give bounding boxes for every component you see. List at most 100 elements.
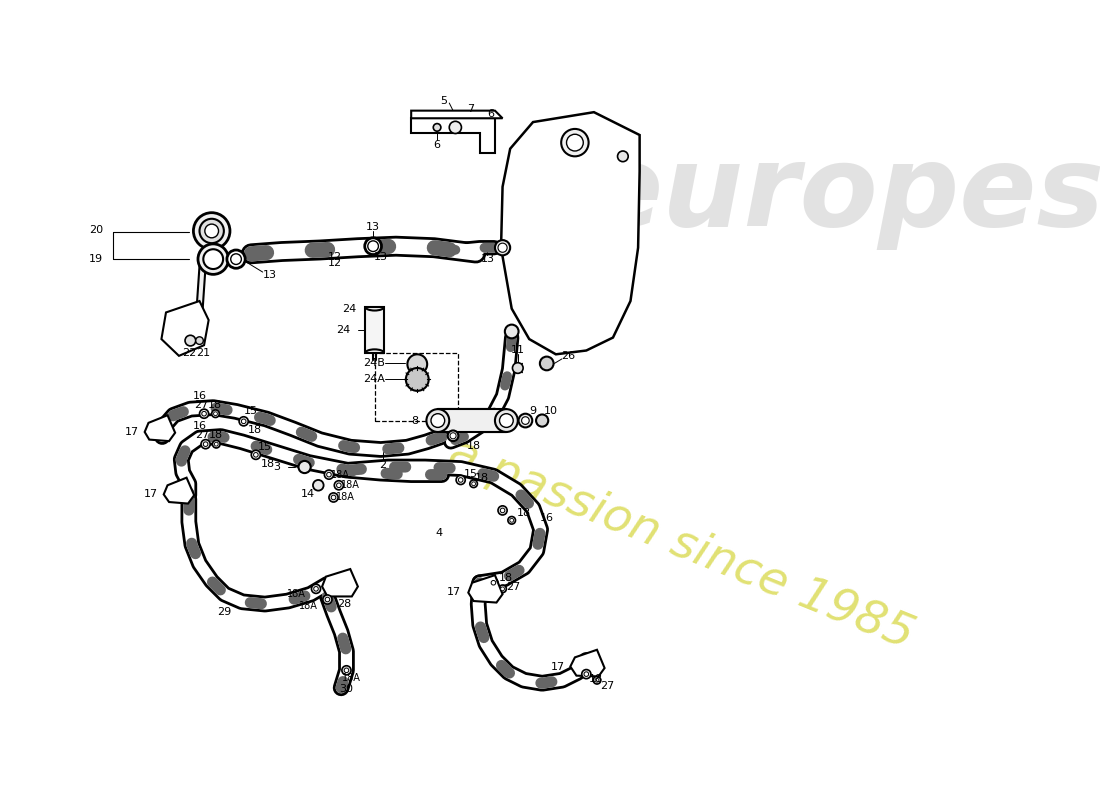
Circle shape — [406, 368, 429, 391]
Text: 18A: 18A — [342, 673, 361, 683]
Circle shape — [241, 419, 246, 424]
Circle shape — [314, 480, 323, 490]
Text: 16: 16 — [192, 421, 207, 431]
Circle shape — [199, 218, 224, 243]
Text: 13: 13 — [481, 254, 494, 264]
Circle shape — [201, 439, 210, 449]
Text: 24: 24 — [336, 325, 350, 335]
Circle shape — [314, 586, 318, 591]
Circle shape — [324, 470, 333, 479]
Circle shape — [491, 581, 496, 585]
Polygon shape — [164, 478, 195, 503]
Text: 15: 15 — [244, 406, 258, 417]
Text: 22: 22 — [182, 348, 196, 358]
Circle shape — [213, 412, 218, 416]
Text: 20: 20 — [89, 225, 102, 235]
Text: 6: 6 — [487, 109, 495, 118]
Text: 18: 18 — [498, 573, 513, 583]
Circle shape — [239, 417, 249, 426]
Circle shape — [185, 335, 196, 346]
Text: 18A: 18A — [299, 601, 318, 610]
Circle shape — [311, 584, 320, 594]
Text: 18: 18 — [517, 508, 531, 518]
Circle shape — [198, 244, 229, 274]
Polygon shape — [162, 301, 209, 356]
Circle shape — [488, 578, 498, 587]
Polygon shape — [570, 650, 605, 677]
Text: 17: 17 — [124, 427, 139, 437]
Text: 6: 6 — [433, 140, 441, 150]
Text: 18: 18 — [208, 399, 222, 410]
Text: 18: 18 — [248, 426, 262, 435]
Circle shape — [498, 243, 507, 252]
Text: 4: 4 — [434, 528, 442, 538]
Circle shape — [433, 123, 441, 131]
Text: 18A: 18A — [331, 470, 350, 480]
Circle shape — [505, 325, 518, 338]
Circle shape — [536, 414, 548, 426]
Text: 26: 26 — [561, 351, 575, 361]
Circle shape — [540, 357, 553, 370]
Text: 11: 11 — [510, 345, 525, 354]
Circle shape — [498, 506, 507, 515]
Circle shape — [337, 483, 341, 487]
Circle shape — [227, 250, 245, 268]
Circle shape — [212, 440, 220, 448]
Text: 27: 27 — [196, 430, 210, 440]
Circle shape — [204, 442, 208, 446]
Text: 17: 17 — [143, 490, 157, 499]
Text: 15: 15 — [258, 442, 272, 452]
Circle shape — [194, 213, 230, 250]
Text: 10: 10 — [544, 406, 559, 417]
Polygon shape — [500, 112, 639, 354]
Circle shape — [595, 678, 598, 682]
Text: 9: 9 — [529, 406, 537, 417]
Circle shape — [344, 668, 349, 673]
Circle shape — [323, 595, 332, 604]
Circle shape — [329, 493, 338, 502]
Text: 5: 5 — [440, 96, 448, 106]
Circle shape — [199, 409, 209, 418]
Text: 27: 27 — [506, 582, 520, 591]
Circle shape — [407, 354, 427, 374]
Text: 3: 3 — [273, 462, 280, 472]
Bar — [365, 307, 384, 353]
Polygon shape — [195, 266, 206, 333]
Text: 18: 18 — [466, 441, 481, 450]
Circle shape — [231, 254, 241, 265]
Circle shape — [513, 362, 524, 374]
Circle shape — [214, 442, 218, 446]
Circle shape — [521, 417, 529, 424]
Circle shape — [495, 409, 518, 432]
Circle shape — [500, 587, 505, 590]
Circle shape — [365, 238, 382, 254]
Text: 15: 15 — [463, 469, 477, 479]
Circle shape — [500, 508, 505, 513]
Text: 13: 13 — [366, 222, 381, 232]
Circle shape — [448, 430, 459, 441]
Text: 19: 19 — [89, 254, 102, 264]
Circle shape — [201, 411, 207, 416]
Text: 12: 12 — [328, 258, 342, 268]
Bar — [375, 353, 458, 422]
Text: 24B: 24B — [363, 358, 385, 369]
Circle shape — [508, 517, 516, 524]
Text: 17: 17 — [448, 587, 461, 597]
Text: 7: 7 — [468, 104, 474, 114]
Text: 21: 21 — [196, 348, 210, 358]
Text: 12: 12 — [328, 252, 342, 262]
Polygon shape — [411, 110, 503, 118]
Circle shape — [561, 129, 588, 156]
Polygon shape — [322, 569, 358, 597]
Circle shape — [459, 478, 463, 482]
Text: 16: 16 — [540, 513, 553, 523]
Polygon shape — [145, 415, 175, 441]
Circle shape — [196, 337, 204, 345]
Circle shape — [449, 122, 461, 134]
Text: 18: 18 — [475, 474, 490, 483]
Text: 24A: 24A — [363, 374, 385, 385]
Text: 18: 18 — [261, 459, 275, 469]
Text: 18A: 18A — [287, 589, 306, 599]
Circle shape — [367, 241, 378, 251]
Bar — [438, 409, 506, 432]
